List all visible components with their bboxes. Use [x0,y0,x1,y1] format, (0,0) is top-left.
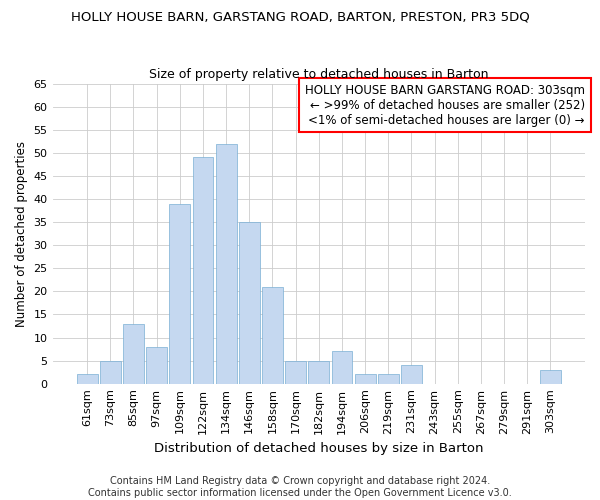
Bar [123,324,144,384]
Text: Contains HM Land Registry data © Crown copyright and database right 2024.
Contai: Contains HM Land Registry data © Crown c… [88,476,512,498]
Bar [401,365,422,384]
Title: Size of property relative to detached houses in Barton: Size of property relative to detached ho… [149,68,488,81]
Bar [285,360,306,384]
Bar [100,360,121,384]
Bar [216,144,236,384]
Bar [262,286,283,384]
Bar [193,158,214,384]
Bar [540,370,561,384]
Bar [146,346,167,384]
Bar [239,222,260,384]
Bar [378,374,398,384]
Bar [355,374,376,384]
Bar [332,352,352,384]
X-axis label: Distribution of detached houses by size in Barton: Distribution of detached houses by size … [154,442,484,455]
Bar [308,360,329,384]
Text: HOLLY HOUSE BARN GARSTANG ROAD: 303sqm
← >99% of detached houses are smaller (25: HOLLY HOUSE BARN GARSTANG ROAD: 303sqm ←… [305,84,585,126]
Bar [169,204,190,384]
Text: HOLLY HOUSE BARN, GARSTANG ROAD, BARTON, PRESTON, PR3 5DQ: HOLLY HOUSE BARN, GARSTANG ROAD, BARTON,… [71,10,529,23]
Y-axis label: Number of detached properties: Number of detached properties [15,140,28,326]
Bar [77,374,98,384]
